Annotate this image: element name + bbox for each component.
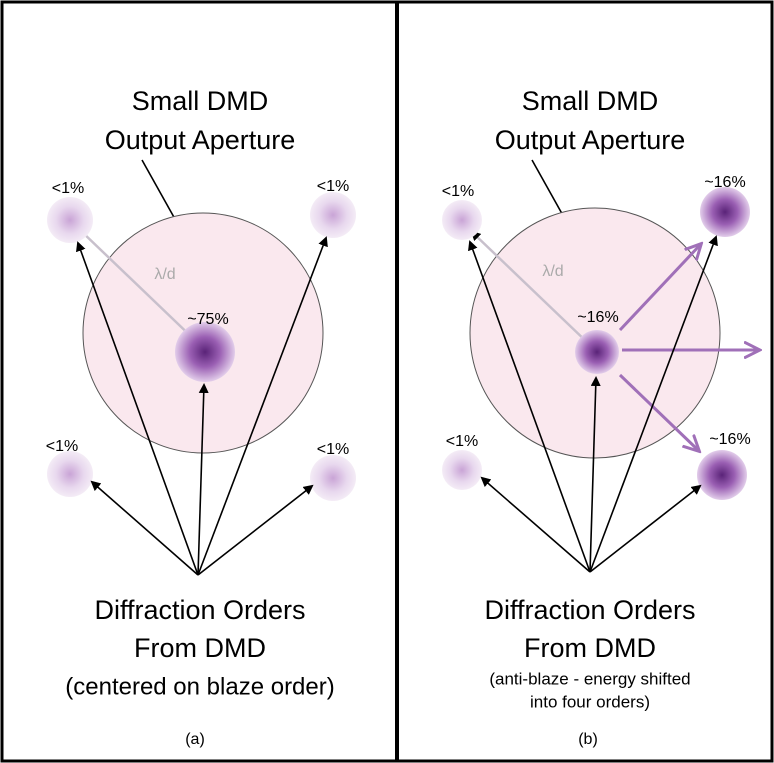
spot-label: ~75% bbox=[187, 311, 228, 328]
spot bbox=[700, 187, 750, 237]
lambda-label: λ/d bbox=[542, 263, 563, 280]
title: Small DMD bbox=[522, 86, 659, 116]
spot bbox=[442, 200, 482, 240]
spot-label: ~16% bbox=[577, 309, 618, 326]
spot-label: <1% bbox=[317, 178, 349, 195]
spot-label: <1% bbox=[446, 433, 478, 450]
caption: into four orders) bbox=[530, 692, 650, 711]
spot bbox=[47, 451, 93, 497]
caption: From DMD bbox=[134, 633, 266, 663]
spot-label: <1% bbox=[442, 183, 474, 200]
panel-label: (b) bbox=[578, 731, 598, 748]
spot-label: ~16% bbox=[704, 174, 745, 191]
lambda-label: λ/d bbox=[154, 266, 175, 283]
spot bbox=[47, 197, 93, 243]
spot bbox=[310, 192, 356, 238]
spot bbox=[175, 322, 235, 382]
caption: Diffraction Orders bbox=[484, 595, 695, 625]
panel-b: Small DMD Output Aperture λ/d ~16% <1% ~… bbox=[442, 86, 758, 748]
title: Output Aperture bbox=[105, 125, 296, 155]
caption: From DMD bbox=[524, 633, 656, 663]
title: Output Aperture bbox=[495, 125, 686, 155]
spot-label: <1% bbox=[52, 180, 84, 197]
caption: Diffraction Orders bbox=[94, 595, 305, 625]
title: Small DMD bbox=[132, 86, 269, 116]
caption: (centered on blaze order) bbox=[65, 673, 334, 700]
order-arrow bbox=[482, 478, 590, 572]
spot bbox=[442, 450, 482, 490]
spot-label: <1% bbox=[317, 441, 349, 458]
spot bbox=[310, 455, 356, 501]
panel-label: (a) bbox=[185, 731, 205, 748]
caption: (anti-blaze - energy shifted bbox=[489, 669, 690, 688]
spot-label: <1% bbox=[46, 438, 78, 455]
diagram: Small DMD Output Aperture λ/d ~75% <1% <… bbox=[0, 0, 774, 763]
panel-a: Small DMD Output Aperture λ/d ~75% <1% <… bbox=[46, 86, 356, 748]
spot-label: ~16% bbox=[709, 431, 750, 448]
spot bbox=[697, 450, 747, 500]
order-arrow bbox=[92, 482, 198, 575]
spot bbox=[575, 330, 619, 374]
